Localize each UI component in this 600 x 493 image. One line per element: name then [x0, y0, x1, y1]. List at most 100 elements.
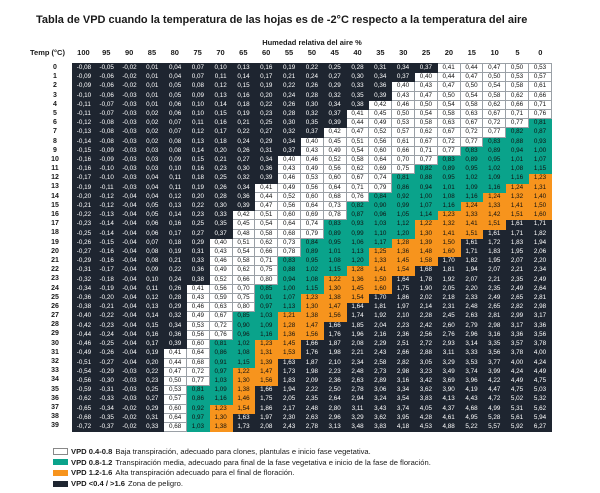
vpd-cell: 0,38	[185, 274, 210, 285]
vpd-cell: 1,61	[482, 228, 507, 239]
vpd-cell: -0,03	[117, 109, 142, 120]
vpd-cell: 3,56	[482, 348, 507, 359]
vpd-cell: 1,01	[505, 155, 529, 166]
vpd-cell: 0,54	[413, 109, 438, 120]
vpd-cell: 1,05	[391, 210, 415, 221]
vpd-cell: 0,77	[413, 155, 438, 166]
vpd-cell: 1,03	[254, 311, 279, 322]
legend-range: VPD 0.4-0.8	[71, 446, 113, 456]
vpd-cell: -0,51	[72, 357, 96, 368]
vpd-cell: 0,94	[505, 145, 529, 157]
vpd-cell: 1,20	[345, 256, 370, 267]
vpd-cell: 0,49	[299, 164, 324, 175]
vpd-cell: 0,25	[322, 62, 347, 74]
vpd-cell: 4,37	[436, 403, 461, 414]
vpd-cell: 4,49	[527, 366, 553, 377]
vpd-cell: 1,06	[345, 237, 370, 249]
vpd-cell: 1,23	[436, 210, 461, 221]
vpd-cell: 0,50	[436, 90, 461, 101]
vpd-cell: 2,94	[345, 394, 370, 405]
vpd-cell: 0,11	[185, 118, 210, 129]
legend-text: Baja transpiración, adecuado para clones…	[115, 446, 371, 456]
vpd-cell: 0,12	[163, 191, 187, 203]
vpd-cell: 2,80	[322, 403, 347, 414]
vpd-cell: 0,94	[277, 274, 301, 285]
vpd-cell: 0,20	[254, 90, 279, 101]
table-row: -0,09 -0,06 -0,02 0,01 0,04 0,07 0,11 0,14 0,17 0…	[72, 72, 553, 83]
vpd-cell: 0,10	[185, 99, 210, 111]
vpd-cell: 1,70	[436, 256, 461, 267]
vpd-cell: 1,30	[299, 302, 324, 313]
vpd-cell: 0,68	[185, 357, 210, 368]
vpd-cell: 0,25	[140, 385, 165, 396]
vpd-cell: 0,06	[140, 219, 165, 230]
vpd-cell: 0,39	[231, 201, 256, 212]
vpd-cell: 1,87	[322, 339, 347, 350]
vpd-cell: 1,76	[299, 348, 324, 359]
vpd-cell: 0,16	[185, 164, 210, 175]
vpd-cell: 0,33	[208, 210, 233, 221]
vpd-cell: 2,14	[413, 302, 438, 313]
vpd-cell: -0,36	[72, 293, 96, 304]
vpd-cell: 1,03	[185, 421, 210, 433]
vpd-cell: 0,78	[277, 247, 301, 258]
vpd-cell: 1,95	[505, 247, 529, 258]
table-row: -0,56 -0,30 -0,03 0,23 0,50 0,77 1,03 1,30 1,56 1…	[72, 375, 553, 387]
vpd-cell: 0,58	[254, 228, 279, 239]
vpd-cell: 0,71	[254, 256, 279, 267]
vpd-cell: 0,67	[413, 136, 438, 147]
vpd-cell: 0,04	[140, 182, 165, 193]
vpd-cell: 0,89	[459, 155, 484, 166]
row-label: 28	[51, 321, 59, 329]
vpd-cell: 2,28	[413, 311, 438, 322]
vpd-cell: 1,45	[391, 256, 415, 267]
vpd-cell: 1,47	[299, 320, 324, 331]
vpd-cell: 0,18	[163, 237, 187, 249]
vpd-cell: -0,09	[72, 81, 96, 92]
vpd-cell: -0,29	[72, 256, 96, 267]
vpd-cell: 0,47	[254, 201, 279, 212]
vpd-cell: 0,63	[208, 302, 233, 313]
vpd-cell: 5,31	[505, 403, 529, 414]
vpd-cell: 1,32	[505, 191, 529, 203]
vpd-cell: 0,31	[368, 62, 393, 74]
vpd-cell: 5,57	[482, 421, 507, 433]
vpd-cell: 0,39	[322, 118, 347, 129]
vpd-cell: 1,38	[231, 385, 256, 396]
table-row: -0,62 -0,33 -0,03 0,27 0,57 0,86 1,16 1,46 1,75 2…	[72, 394, 553, 405]
vpd-cell: 1,10	[368, 228, 393, 239]
vpd-cell: -0,44	[72, 329, 96, 341]
vpd-cell: 0,10	[185, 109, 210, 120]
vpd-cell: 2,48	[299, 403, 324, 414]
vpd-cell: 1,60	[368, 283, 393, 295]
vpd-cell: 0,24	[299, 72, 324, 83]
vpd-cell: -0,02	[117, 403, 142, 414]
vpd-cell: 4,28	[413, 412, 438, 423]
legend-swatch	[53, 458, 68, 466]
vpd-cell: 0,47	[459, 72, 484, 83]
vpd-cell: -0,04	[117, 191, 142, 203]
vpd-cell: 4,88	[436, 421, 461, 433]
table-row: -0,19 -0,11 -0,03 0,04 0,11 0,19 0,26 0,34 0,41 0…	[72, 182, 553, 193]
vpd-cell: 2,29	[368, 339, 393, 350]
vpd-cell: 4,75	[527, 375, 553, 387]
vpd-cell: 2,35	[299, 394, 324, 405]
vpd-cell: 0,44	[254, 191, 279, 203]
vpd-cell: 5,22	[459, 421, 484, 433]
vpd-cell: 1,86	[254, 403, 279, 414]
vpd-cell: 0,43	[277, 164, 301, 175]
vpd-cell: 0,06	[140, 228, 165, 239]
column-header-row: Temp (°C) 100 95 90 85 80 75 70 65 60 55 50 45 40 35 3…	[30, 48, 552, 60]
vpd-cell: 0,17	[163, 228, 187, 239]
vpd-cell: 6,27	[527, 421, 553, 433]
vpd-cell: 3,78	[527, 339, 553, 350]
vpd-cell: 2,93	[436, 339, 461, 350]
vpd-cell: 0,28	[277, 109, 301, 120]
vpd-cell: 2,98	[527, 302, 553, 313]
vpd-cell: 4,05	[413, 403, 438, 414]
vpd-cell: 2,82	[505, 302, 529, 313]
vpd-cell: -0,72	[72, 421, 96, 433]
vpd-cell: -0,21	[94, 302, 119, 313]
row-label: 0	[53, 64, 57, 71]
vpd-cell: 0,69	[299, 210, 324, 221]
